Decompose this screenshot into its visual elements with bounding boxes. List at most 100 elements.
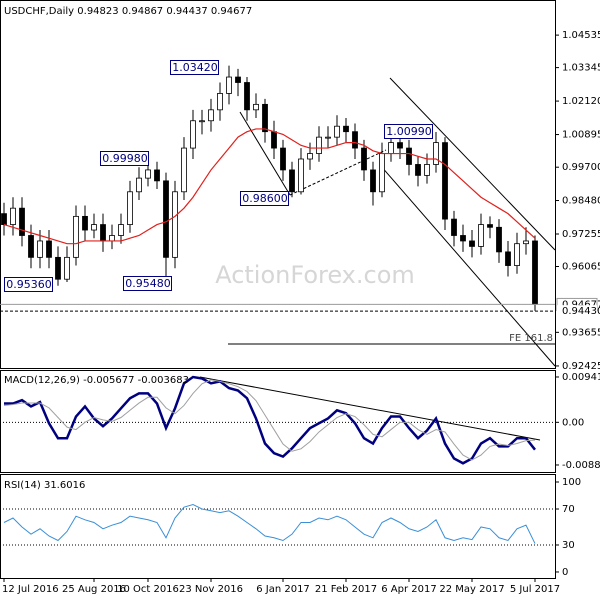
candle-body — [73, 215, 79, 258]
candle-body — [109, 235, 115, 242]
y-tick-label: 1.02120 — [562, 96, 600, 107]
y-tick-label: 0.99700 — [562, 162, 600, 173]
trend-lines — [199, 77, 556, 441]
candle-body — [496, 226, 502, 253]
candle-body — [325, 136, 331, 139]
candle-body — [118, 224, 124, 236]
candle-body — [523, 240, 529, 245]
price-tag-label: 0.94430 — [562, 306, 600, 317]
candle-body — [100, 224, 106, 242]
y-tick-label: 1.04535 — [562, 30, 600, 41]
candle-body — [64, 256, 70, 280]
candle-body — [532, 240, 538, 305]
candle-body — [28, 235, 34, 258]
y-tick-label: 1.00895 — [562, 130, 600, 141]
candle-body — [289, 169, 295, 193]
candle-body — [406, 147, 412, 165]
candle-body — [163, 180, 169, 258]
annotation: 1.03420 — [172, 61, 218, 74]
candle-body — [316, 136, 322, 154]
candle-body — [469, 240, 475, 247]
x-tick-label: 23 Nov 2016 — [179, 584, 243, 595]
x-tick-label: 5 Jul 2017 — [510, 584, 560, 595]
y-tick-label: 70 — [562, 504, 575, 515]
candle-body — [280, 147, 286, 171]
annotation: 0.95480 — [125, 277, 171, 290]
x-tick-label: 12 Jul 2016 — [2, 584, 59, 595]
channel-upper — [389, 77, 556, 251]
annotation-box — [240, 191, 289, 206]
candle-body — [487, 224, 493, 228]
candle-body — [262, 103, 268, 133]
y-tick-label: 0.009411 — [562, 372, 600, 383]
candle-body — [307, 153, 313, 160]
candle-body — [370, 169, 376, 193]
candle-body — [352, 131, 358, 149]
candle-body — [478, 224, 484, 247]
x-tick-label: 25 Aug 2016 — [62, 584, 126, 595]
candle-body — [127, 191, 133, 225]
x-tick-label: 21 Feb 2017 — [315, 584, 377, 595]
candle-body — [244, 82, 250, 111]
candle-body — [91, 224, 97, 231]
swing-line — [239, 111, 291, 196]
candle-body — [1, 213, 7, 225]
annotation-box — [123, 276, 172, 291]
candle-body — [379, 153, 385, 193]
candle-body — [55, 256, 61, 280]
candle-body — [442, 142, 448, 220]
candle-body — [208, 109, 214, 122]
candle-body — [190, 120, 196, 149]
candle-body — [433, 142, 439, 165]
macd-title: MACD(12,26,9) -0.005677 -0.003683 — [4, 375, 189, 386]
annotation-box — [100, 151, 149, 166]
candle-body — [514, 243, 520, 266]
candle-body — [451, 218, 457, 236]
price-tag-label: 0.94677 — [562, 299, 600, 310]
annotation: 1.00990 — [386, 125, 432, 138]
candle-body — [172, 191, 178, 258]
candle-body — [460, 235, 466, 242]
x-tick-label: 22 May 2017 — [439, 584, 504, 595]
candle-body — [82, 215, 88, 231]
candle-body — [19, 207, 25, 236]
y-tick-label: 0.92425 — [562, 361, 600, 372]
channel-lower — [379, 164, 556, 367]
series-line — [4, 375, 536, 465]
panel-frame — [0, 370, 556, 473]
candle-body — [181, 147, 187, 193]
candle-body — [10, 207, 16, 225]
annotation: 0.95360 — [6, 278, 52, 291]
candle-body — [505, 251, 511, 266]
y-tick-label: 0.96065 — [562, 262, 600, 273]
candle-body — [424, 164, 430, 176]
price-tag — [557, 305, 597, 318]
candle-body — [253, 103, 259, 111]
y-tick-label: -0.008852 — [562, 460, 600, 471]
y-tick-label: 0.98480 — [562, 196, 600, 207]
candle-body — [136, 177, 142, 193]
annotation-box — [4, 277, 53, 292]
fe-label: FE 161.8 — [509, 333, 553, 344]
panel-frame — [0, 474, 556, 579]
swing-line — [289, 149, 387, 196]
candle-body — [361, 147, 367, 171]
series-line — [3, 128, 536, 245]
candle-body — [397, 142, 403, 149]
candle-body — [145, 169, 151, 179]
candle-body — [334, 125, 340, 138]
chart-title: USDCHF,Daily 0.94823 0.94867 0.94437 0.9… — [4, 6, 252, 17]
annotation-box — [170, 60, 219, 75]
candle-body — [415, 164, 421, 176]
candle-body — [388, 142, 394, 154]
y-tick-label: 0.00 — [562, 417, 584, 428]
candle-body — [46, 240, 52, 258]
candle-body — [343, 125, 349, 133]
y-tick-label: 0 — [562, 567, 568, 578]
series-line — [3, 503, 536, 544]
x-tick-label: 6 Jan 2017 — [256, 584, 310, 595]
x-tick-label: 10 Oct 2016 — [117, 584, 179, 595]
candle-body — [37, 240, 43, 258]
